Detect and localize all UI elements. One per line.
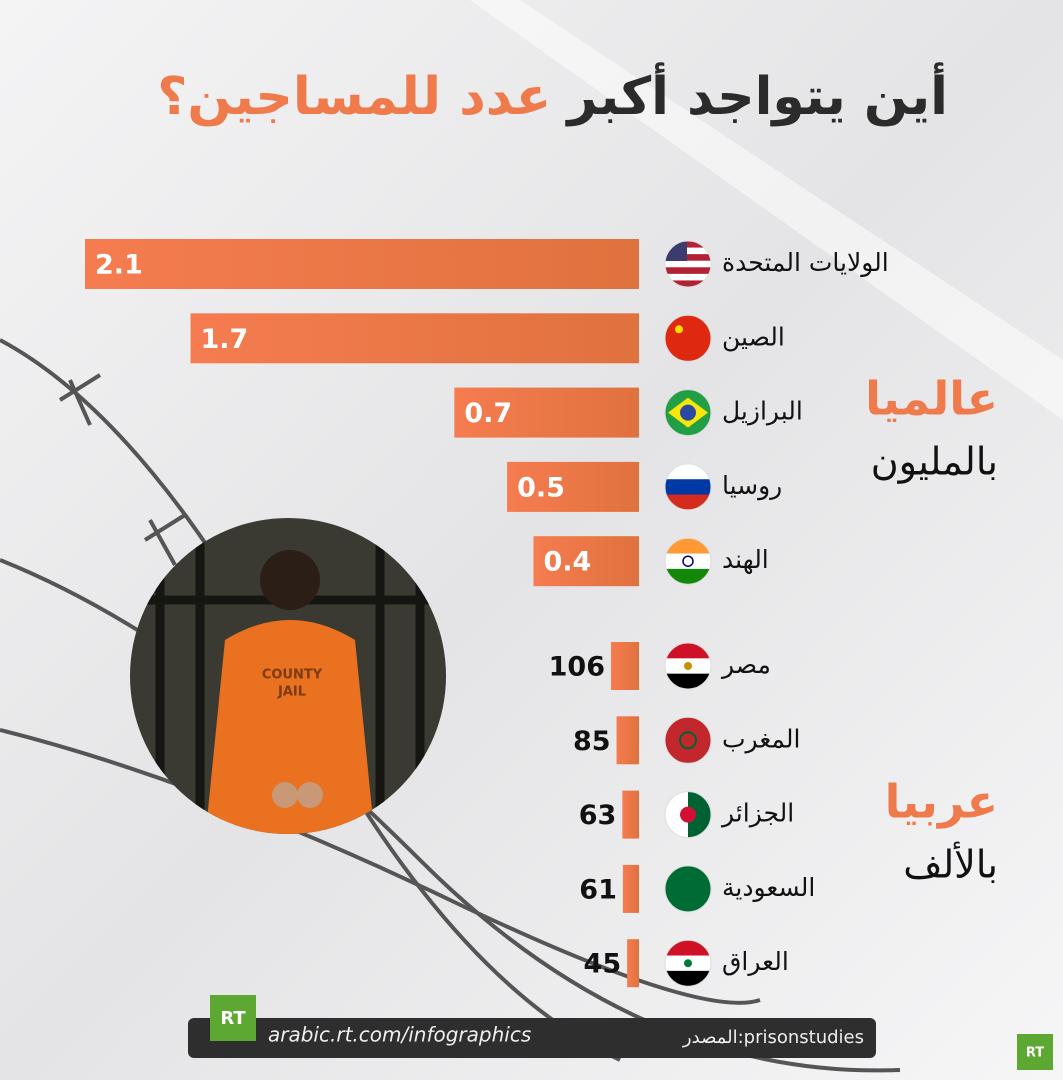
flag-border [664,939,712,987]
background-sweep [470,0,1063,420]
category-label: مصر [720,650,771,679]
bar [454,387,639,438]
category-label: السعودية [722,873,815,902]
flag-stripe [665,717,711,764]
value-label: 63 [579,800,617,831]
bar [507,461,639,512]
rt-logo-box [1017,1034,1053,1070]
flag-stripe [665,280,711,287]
flag [665,463,711,510]
flag-shape [680,404,696,421]
flag-border [664,240,712,288]
flag [665,865,711,912]
group-label: عربيا [885,775,998,829]
bar [190,313,639,364]
flag-border [664,642,712,690]
value-label: 45 [584,949,622,980]
flag [665,389,711,436]
flag [665,538,711,585]
svg-text:COUNTY: COUNTY [262,668,323,683]
flag-border [664,314,712,362]
flag-shape [679,731,697,750]
flag-stripe [665,267,711,275]
flag-stripe [665,673,711,689]
footer-url: arabic.rt.com/infographics [268,1023,531,1047]
value-label: 85 [573,726,611,757]
category-label: الولايات المتحدة [722,248,889,277]
title: أين يتواجد أكبر [564,62,948,127]
flag [665,717,711,764]
category-label: روسيا [722,471,782,501]
flag-shape [680,806,696,823]
flag-border [664,791,712,839]
category-label: الهند [722,545,769,575]
value-label: 2.1 [95,250,143,281]
flag-stripe [665,463,711,480]
flag-border [664,865,712,913]
flag-stripe [665,273,711,281]
flag-stripe [665,254,711,262]
footer-bar [188,1018,876,1058]
flag-shape [684,959,692,968]
flag-shape [682,555,694,567]
prisoner-photo: COUNTY JAIL [130,518,446,834]
footer-source: المصدر:prisonstudies [682,1027,864,1048]
value-label: 0.5 [517,472,565,503]
flag [665,315,711,362]
bar [85,239,639,289]
bar [622,790,639,839]
flag-stripe [665,568,711,585]
group-unit: بالمليون [871,440,998,485]
flag-stripe [665,865,711,912]
bar [627,939,639,988]
flag-shape [684,662,692,670]
flag [665,791,711,838]
flag-stripe [665,538,711,555]
flag-stripe [665,479,711,496]
flag-stripe [665,494,711,510]
flag-stripe [665,643,711,659]
value-label: 61 [579,874,617,905]
value-label: 0.7 [464,398,512,429]
flag-border [664,389,712,437]
category-label: الجزائر [720,799,794,828]
flag-border [664,463,712,511]
group-unit: بالألف [903,841,998,887]
flag-border [664,716,712,764]
flag-stripe [665,315,711,362]
bar [616,716,639,765]
flag-stripe [665,260,711,268]
value-label: 0.4 [543,547,591,578]
flag-stripe [665,970,711,987]
flag-border [664,537,712,585]
flag-stripe [665,553,711,570]
category-label: المغرب [722,724,800,753]
flag-stripe [665,791,688,838]
rt-logo: RT [220,1008,246,1029]
flag-stripe [665,940,711,957]
title-highlight: عدد للمساجين؟ [157,67,551,127]
flag-shape [675,325,683,334]
value-label: 1.7 [201,324,249,355]
category-label: البرازيل [722,397,803,426]
bar [533,536,639,587]
flag-stripe [665,247,711,255]
flag-stripe [665,241,711,249]
group-label: عالميا [865,372,998,426]
bar [611,642,639,690]
bar [622,864,639,913]
footer: RT arabic.rt.com/infographics المصدر:pri… [188,995,1053,1070]
rt-logo: RT [1026,1046,1044,1061]
category-label: العراق [722,947,789,976]
flag [665,940,711,987]
svg-text:JAIL: JAIL [277,685,306,700]
category-label: الصين [722,322,785,351]
flag [665,643,711,689]
value-label: 106 [549,652,605,683]
rt-logo-box [210,995,256,1041]
